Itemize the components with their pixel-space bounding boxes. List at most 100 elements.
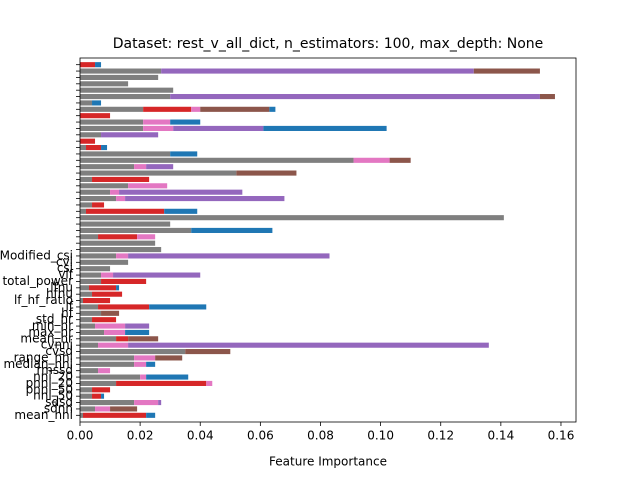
bar-segment — [92, 393, 102, 399]
bar-segment — [80, 87, 174, 93]
x-tick-label: 0.00 — [67, 429, 94, 443]
bar-segment — [80, 196, 117, 202]
bar-segment — [80, 215, 504, 221]
bar-segment — [125, 329, 150, 335]
bar-segment — [80, 285, 90, 291]
y-tick-label: min_hr — [32, 319, 73, 333]
bar-segment — [128, 183, 168, 189]
plot-area: 0.00 0.02 0.04 0.06 0.08 0.10 0.12 0.14 0.16 mean… — [0, 62, 575, 443]
bar-segment — [83, 298, 111, 304]
bar-segment — [95, 323, 126, 329]
bar-segment — [125, 196, 285, 202]
bar-segment — [80, 113, 111, 119]
bar-segment — [173, 125, 264, 131]
bar-segment — [86, 208, 165, 214]
bar-segment — [80, 310, 102, 316]
bar-segment — [473, 68, 540, 74]
bar-segment — [191, 227, 273, 233]
x-axis-label: Feature Importance — [269, 455, 387, 469]
x-tick-label: 0.12 — [427, 429, 454, 443]
bar-segment — [113, 272, 201, 278]
bar-segment — [164, 208, 198, 214]
bar-segment — [92, 317, 117, 323]
bar-segment — [92, 100, 102, 106]
y-tick-label: lf — [65, 299, 73, 313]
bar-segment — [200, 106, 270, 112]
bar-segment — [80, 387, 93, 393]
bar-segment — [101, 132, 159, 138]
y-tick-label: hfnu — [46, 287, 73, 301]
y-tick-label: nni_20 — [33, 370, 73, 384]
y-tick-label: cvi — [56, 255, 73, 269]
bar-segment — [170, 94, 540, 100]
bar-segment — [80, 170, 237, 176]
bar-segment — [80, 355, 135, 361]
bar-segment — [95, 406, 111, 412]
bar-segment — [80, 100, 93, 106]
x-tick-label: 0.10 — [367, 429, 394, 443]
bar-segment — [80, 298, 84, 304]
y-tick-label: sdnn — [44, 401, 73, 415]
bar-segment — [116, 253, 129, 259]
bar-segment — [95, 62, 102, 68]
y-tick-label: rmssd — [36, 363, 73, 377]
bar-segment — [269, 106, 276, 112]
bar-segment — [116, 336, 129, 342]
y-tick-label: total_power — [2, 274, 73, 288]
bar-segment — [80, 291, 93, 297]
bar-segment — [389, 157, 411, 163]
bar-segment — [104, 329, 126, 335]
bar-segment — [101, 310, 120, 316]
bar-segment — [539, 94, 555, 100]
bar-segment — [92, 176, 150, 182]
bar-segment — [80, 336, 117, 342]
bar-segment — [128, 253, 330, 259]
bar-segment — [80, 208, 87, 214]
bar-segment — [80, 368, 99, 374]
y-tick-label: cvnni — [41, 338, 73, 352]
x-tick-label: 0.16 — [548, 429, 575, 443]
bar-segment — [116, 196, 126, 202]
bar-segment — [116, 380, 207, 386]
bar-segment — [80, 106, 144, 112]
bar-segment — [80, 317, 93, 323]
y-tick-label: mean_nni — [14, 408, 73, 422]
bar-segment — [80, 234, 99, 240]
bar-segment — [134, 355, 156, 361]
bar-segment — [80, 240, 156, 246]
bar-segment — [80, 400, 135, 406]
bar-segment — [125, 323, 150, 329]
bar-segment — [80, 278, 102, 284]
y-tick-label: vlf — [58, 268, 73, 282]
bar-segment — [128, 342, 489, 348]
bar-segment — [80, 406, 96, 412]
bar-segment — [80, 323, 96, 329]
bar-segment — [80, 393, 93, 399]
bar-segment — [80, 202, 93, 208]
bar-segment — [80, 272, 102, 278]
y-tick-label: hf — [61, 306, 74, 320]
bar-segment — [146, 412, 156, 418]
bar-segment — [137, 234, 156, 240]
bar-segment — [92, 387, 111, 393]
bar-segment — [80, 94, 171, 100]
bar-segment — [101, 393, 105, 399]
bar-segment — [86, 145, 102, 151]
bar-segment — [80, 412, 84, 418]
bar-segment — [236, 170, 297, 176]
bar-segment — [143, 119, 171, 125]
bar-segment — [80, 227, 192, 233]
bar-segment — [80, 81, 129, 87]
bar-segment — [158, 400, 162, 406]
bar-segment — [116, 285, 120, 291]
y-tick-label: max_hr — [28, 325, 73, 339]
bar-segment — [119, 189, 243, 195]
bar-segment — [80, 349, 186, 355]
bar-segment — [80, 253, 117, 259]
y-tick-label: Modified_csi — [0, 248, 73, 262]
bar-segment — [80, 304, 99, 310]
bar-segment — [92, 291, 123, 297]
bar-segment — [83, 412, 147, 418]
y-tick-label: range_nni — [14, 350, 73, 364]
y-tick-label: sdsd — [45, 395, 73, 409]
